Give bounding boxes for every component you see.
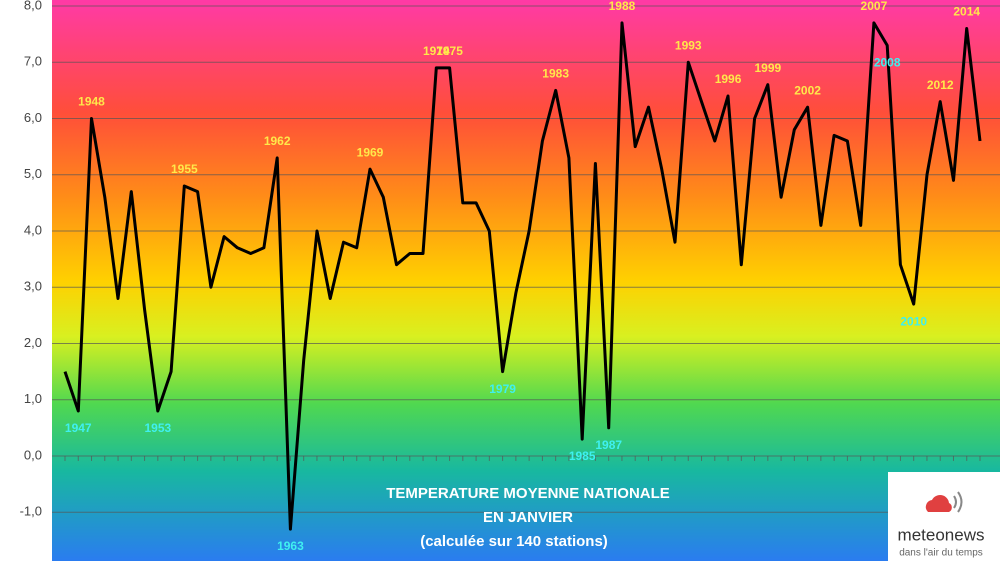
point-label: 1987 [595, 438, 622, 452]
title-line: TEMPERATURE MOYENNE NATIONALE [386, 485, 670, 502]
point-label: 1999 [754, 61, 781, 75]
point-label: 2008 [874, 56, 901, 70]
logo-icon [925, 491, 963, 513]
point-label: 2014 [953, 5, 980, 19]
y-tick-label: 3,0 [24, 279, 42, 294]
point-label: 1988 [609, 0, 636, 13]
y-tick-label: 7,0 [24, 54, 42, 69]
point-label: 2012 [927, 78, 954, 92]
point-label: 1948 [78, 95, 105, 109]
point-label: 1993 [675, 38, 702, 52]
point-label: 1953 [144, 421, 171, 435]
point-label: 1974 [423, 44, 450, 58]
y-tick-label: 2,0 [24, 335, 42, 350]
point-label: 2007 [861, 0, 888, 13]
y-tick-label: 0,0 [24, 447, 42, 462]
y-tick-label: 1,0 [24, 391, 42, 406]
y-tick-label: 6,0 [24, 110, 42, 125]
point-label: 1975 [436, 44, 463, 58]
logo-name: meteonews [898, 525, 985, 544]
title-line: (calculée sur 140 stations) [420, 533, 608, 550]
grid [52, 5, 1000, 513]
labels: -1,0 0,0 1,0 2,0 3,0 4,0 5,0 6,0 7,0 8,0 1947 1948 1… [20, 0, 981, 553]
point-label: 1979 [489, 382, 516, 396]
point-label: 2010 [900, 314, 927, 328]
marks [63, 21, 982, 531]
point-label: 1969 [357, 145, 384, 159]
y-tick-label: -1,0 [20, 504, 42, 519]
point-label: 1947 [65, 421, 92, 435]
y-tick-label: 4,0 [24, 222, 42, 237]
plot-background [52, 0, 1000, 561]
point-label: 1963 [277, 539, 304, 553]
point-label: 1983 [542, 67, 569, 81]
logo-box [888, 472, 1000, 561]
point-label: 1955 [171, 162, 198, 176]
point-label: 1985 [569, 449, 596, 463]
point-label: 1962 [264, 134, 291, 148]
series-line [63, 21, 982, 531]
title-line: EN JANVIER [483, 509, 573, 526]
logo-tagline: dans l'air du temps [899, 548, 983, 559]
y-tick-label: 5,0 [24, 166, 42, 181]
point-label: 1996 [715, 72, 742, 86]
y-tick-label: 8,0 [24, 0, 42, 12]
point-label: 2002 [794, 83, 821, 97]
